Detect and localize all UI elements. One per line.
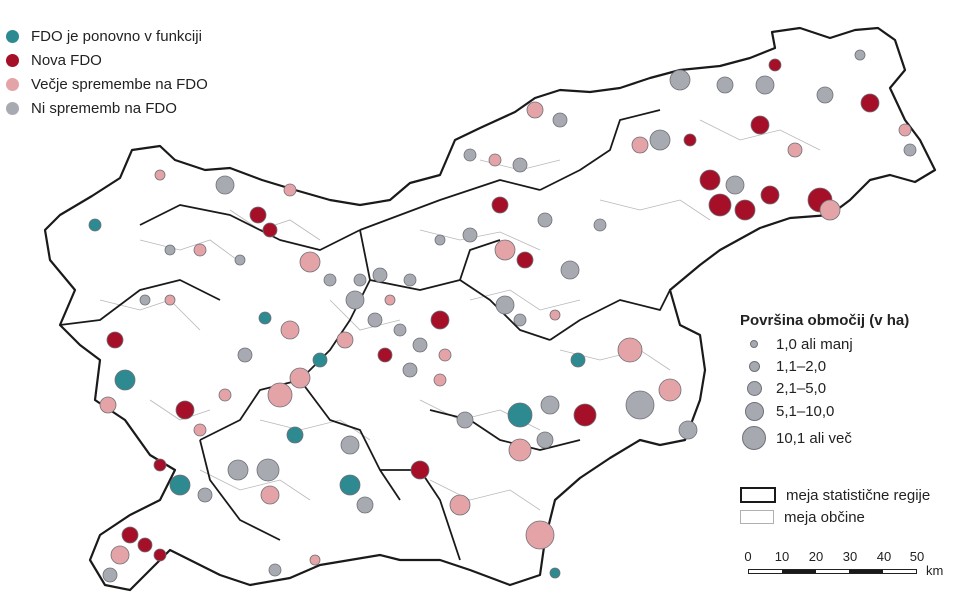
size-label: 5,1–10,0 — [776, 402, 835, 420]
legend-swatch-gray — [6, 101, 19, 115]
scale-tick-30: 30 — [842, 549, 858, 564]
region-boundary-item: meja statistične regije — [740, 484, 930, 506]
scale-bar-graphic — [748, 569, 917, 574]
size-symbol-xl — [742, 426, 766, 450]
legend-item-no-changes: Ni sprememb na FDO — [6, 96, 208, 120]
scale-tick-40: 40 — [876, 549, 892, 564]
size-item: 5,1–10,0 — [740, 399, 955, 423]
size-item: 2,1–5,0 — [740, 377, 955, 399]
legend-swatch-teal — [6, 29, 19, 43]
size-symbol-xs — [750, 340, 758, 348]
boundary-legend: meja statistične regije meja občine — [740, 484, 930, 528]
scale-bar: 0 10 20 30 40 50 km — [740, 549, 955, 589]
region-boundaries — [59, 109, 671, 561]
size-label: 1,1–2,0 — [776, 357, 827, 375]
size-symbol-l — [744, 401, 764, 421]
category-legend: FDO je ponovno v funkciji Nova FDO Večje… — [6, 24, 208, 120]
municipality-boundary-label: meja občine — [784, 508, 865, 526]
legend-label: Ni sprememb na FDO — [31, 99, 177, 117]
size-label: 2,1–5,0 — [776, 379, 827, 397]
legend-label: FDO je ponovno v funkciji — [31, 27, 202, 45]
size-item: 10,1 ali več — [740, 423, 955, 453]
scale-tick-0: 0 — [744, 549, 752, 564]
scale-tick-10: 10 — [774, 549, 790, 564]
region-boundary-swatch — [740, 487, 776, 503]
scale-unit: km — [926, 563, 944, 578]
size-item: 1,0 ali manj — [740, 333, 955, 355]
scale-tick-50: 50 — [909, 549, 925, 564]
size-symbol-s — [748, 360, 760, 372]
size-symbol-m — [746, 380, 762, 396]
area-points — [88, 49, 917, 583]
municipality-boundary-item: meja občine — [740, 506, 930, 528]
scale-tick-20: 20 — [808, 549, 824, 564]
legend-label: Večje spremembe na FDO — [31, 75, 208, 93]
size-label: 10,1 ali več — [776, 429, 852, 447]
legend-item-reactivated: FDO je ponovno v funkciji — [6, 24, 208, 48]
country-outline — [43, 26, 937, 592]
legend-swatch-red — [6, 53, 19, 67]
region-boundary-label: meja statistične regije — [786, 486, 931, 504]
legend-item-major-changes: Večje spremembe na FDO — [6, 72, 208, 96]
size-legend: Površina območij (v ha) 1,0 ali manj 1,1… — [740, 312, 955, 453]
legend-item-new: Nova FDO — [6, 48, 208, 72]
legend-swatch-pink — [6, 77, 19, 91]
size-legend-title: Površina območij (v ha) — [740, 312, 910, 329]
legend-label: Nova FDO — [31, 51, 102, 69]
size-item: 1,1–2,0 — [740, 355, 955, 377]
size-label: 1,0 ali manj — [776, 335, 853, 353]
municipality-boundary-swatch — [740, 510, 774, 524]
